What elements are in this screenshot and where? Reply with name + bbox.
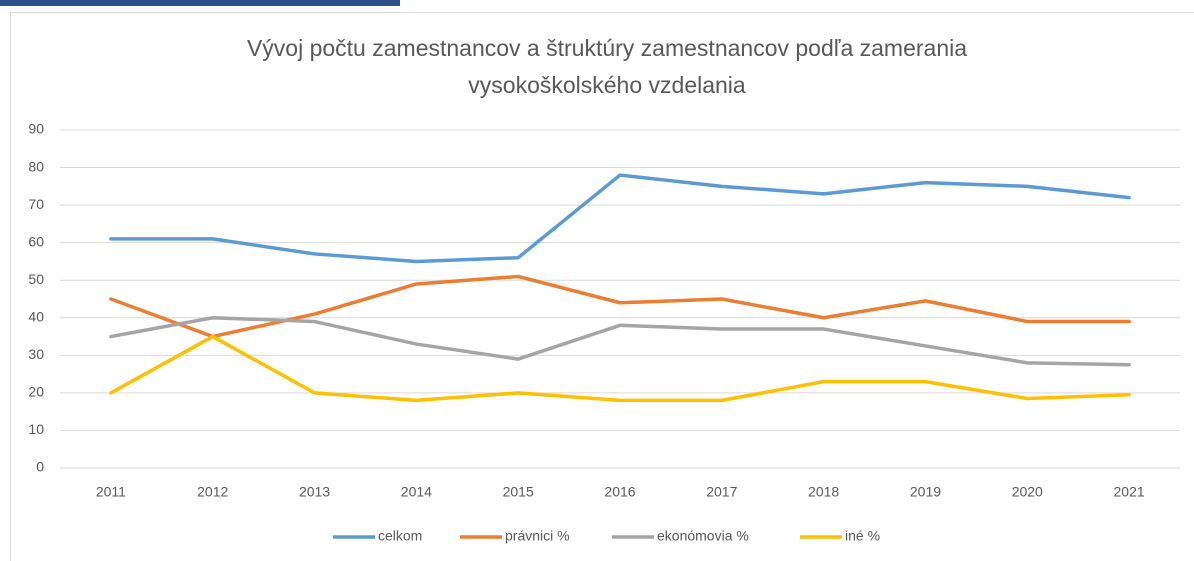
y-tick-label: 80: [28, 158, 44, 174]
header-bar: [0, 0, 400, 6]
y-tick-label: 60: [28, 233, 44, 249]
x-tick-label: 2019: [910, 484, 941, 500]
series-line: [109, 274, 1131, 339]
x-tick-label: 2018: [808, 484, 839, 500]
series-line: [109, 334, 1131, 403]
legend-label: celkom: [378, 528, 422, 544]
legend-label: právnici %: [505, 528, 570, 544]
x-tick-label: 2016: [604, 484, 635, 500]
x-tick-label: 2013: [299, 484, 330, 500]
series-line: [109, 173, 1131, 264]
chart-title: vysokoškolského vzdelania: [468, 72, 746, 98]
x-tick-label: 2020: [1012, 484, 1043, 500]
y-tick-label: 40: [28, 308, 44, 324]
y-tick-label: 50: [28, 271, 44, 287]
chart-frame: [10, 12, 1194, 561]
x-tick-label: 2011: [96, 484, 126, 500]
chart-title: Vývoj počtu zamestnancov a štruktúry zam…: [247, 35, 967, 61]
legend-label: ekonómovia %: [657, 528, 749, 544]
x-tick-label: 2015: [503, 484, 534, 500]
y-tick-label: 30: [28, 346, 44, 362]
legend-label: iné %: [845, 528, 880, 544]
x-tick-label: 2017: [706, 484, 737, 500]
x-tick-label: 2021: [1114, 484, 1145, 500]
y-tick-label: 90: [28, 121, 44, 137]
x-tick-label: 2014: [401, 484, 432, 500]
x-tick-label: 2012: [197, 484, 228, 500]
y-tick-label: 10: [28, 421, 44, 437]
y-tick-label: 0: [36, 459, 44, 475]
y-tick-label: 70: [28, 196, 44, 212]
y-tick-label: 20: [28, 384, 44, 400]
series-line: [109, 316, 1131, 367]
